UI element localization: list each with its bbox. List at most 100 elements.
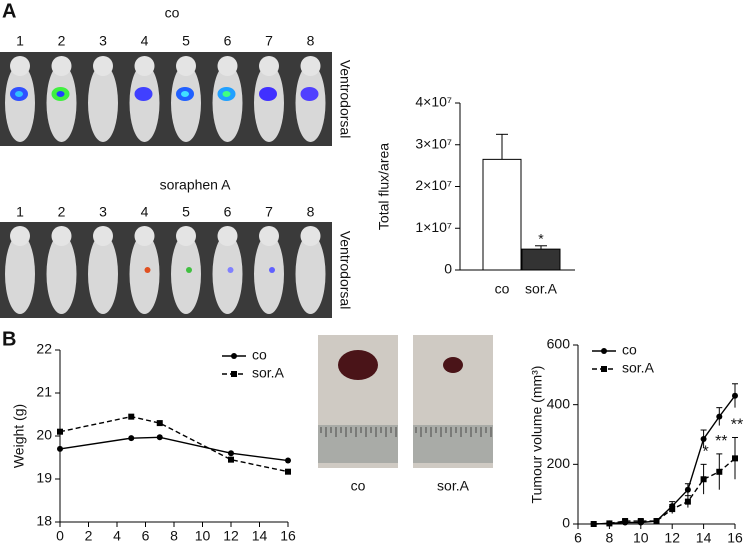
marker bbox=[606, 520, 613, 527]
y-axis-label: Tumour volume (mm³) bbox=[529, 366, 545, 504]
marker bbox=[590, 521, 597, 527]
mouse-head bbox=[217, 226, 238, 246]
significance: * bbox=[702, 444, 708, 461]
mouse-head bbox=[259, 56, 279, 76]
x-tick-label: 8 bbox=[606, 530, 614, 546]
mouse-head bbox=[176, 56, 196, 76]
signal bbox=[56, 91, 65, 97]
mouse-number: 1 bbox=[16, 33, 24, 49]
signal bbox=[227, 267, 234, 273]
x-tick-label: 12 bbox=[664, 530, 680, 546]
mouse bbox=[5, 64, 35, 142]
signal bbox=[134, 87, 153, 101]
signal bbox=[222, 91, 231, 97]
x-tick-label: 6 bbox=[574, 530, 582, 546]
mouse bbox=[46, 234, 77, 314]
series-line bbox=[593, 457, 736, 525]
x-tick-label: 2 bbox=[85, 528, 93, 544]
marker bbox=[732, 392, 738, 399]
x-tick-label: co bbox=[495, 281, 510, 297]
mouse bbox=[129, 234, 160, 314]
legend-marker bbox=[601, 348, 607, 354]
mouse-head bbox=[51, 56, 72, 76]
mouse bbox=[212, 64, 243, 142]
series-line bbox=[59, 436, 289, 462]
x-tick-label: 0 bbox=[56, 528, 64, 544]
signal bbox=[15, 91, 23, 97]
x-tick-label: sor.A bbox=[525, 281, 558, 297]
bar bbox=[482, 158, 522, 271]
mouse-head bbox=[176, 226, 196, 246]
legend-label: sor.A bbox=[622, 360, 655, 376]
series-line bbox=[59, 415, 289, 473]
mouse-number: 2 bbox=[58, 33, 66, 49]
marker bbox=[700, 435, 707, 442]
marker bbox=[684, 486, 691, 493]
mouse-number: 6 bbox=[224, 33, 232, 49]
legend-label: sor.A bbox=[252, 365, 285, 381]
y-tick-label: 400 bbox=[547, 395, 571, 411]
significance: ** bbox=[715, 433, 727, 450]
mouse-number: 2 bbox=[58, 204, 66, 220]
row-title: co bbox=[165, 5, 180, 21]
mouse-number: 4 bbox=[141, 33, 149, 49]
view-label: Ventrodorsal bbox=[337, 231, 353, 310]
signal bbox=[186, 267, 192, 273]
mouse-number: 5 bbox=[182, 33, 190, 49]
signal bbox=[144, 267, 151, 273]
mouse-number: 5 bbox=[182, 204, 190, 220]
marker bbox=[156, 434, 163, 441]
significance: * bbox=[538, 230, 544, 246]
legend-marker bbox=[231, 371, 237, 377]
marker bbox=[57, 445, 63, 452]
mouse bbox=[5, 234, 35, 314]
y-tick-label: 22 bbox=[36, 341, 52, 357]
x-tick-label: 8 bbox=[170, 528, 178, 544]
marker bbox=[128, 413, 135, 420]
mouse-head bbox=[300, 226, 321, 246]
y-tick-label: 2×10⁷ bbox=[415, 177, 452, 193]
x-tick-label: 4 bbox=[113, 528, 121, 544]
marker bbox=[716, 468, 723, 475]
mouse-head bbox=[217, 56, 238, 76]
x-tick-label: 6 bbox=[142, 528, 150, 544]
photo-label: sor.A bbox=[437, 478, 470, 494]
mouse-number: 8 bbox=[307, 204, 315, 220]
y-tick-label: 0 bbox=[444, 261, 452, 277]
marker bbox=[57, 428, 63, 435]
marker bbox=[285, 457, 291, 464]
marker bbox=[684, 498, 691, 505]
marker bbox=[700, 476, 707, 483]
y-tick-label: 600 bbox=[547, 336, 571, 352]
significance: ** bbox=[731, 417, 743, 434]
marker bbox=[732, 455, 738, 462]
y-tick-label: 20 bbox=[36, 427, 52, 443]
y-tick-label: 18 bbox=[36, 513, 52, 529]
mouse-number: 8 bbox=[307, 33, 315, 49]
mouse-head bbox=[259, 226, 279, 246]
mouse bbox=[295, 234, 326, 314]
y-tick-label: 21 bbox=[36, 384, 52, 400]
y-tick-label: 0 bbox=[562, 515, 570, 531]
marker bbox=[653, 518, 660, 525]
mouse-head bbox=[10, 226, 30, 246]
marker bbox=[637, 518, 644, 525]
mouse bbox=[254, 234, 284, 314]
mouse bbox=[88, 234, 118, 314]
marker bbox=[669, 506, 676, 513]
row-title: soraphen A bbox=[160, 177, 231, 193]
signal bbox=[259, 87, 277, 101]
mouse-number: 7 bbox=[265, 204, 273, 220]
y-axis-label: Total flux/area bbox=[376, 143, 392, 230]
mouse-head bbox=[93, 56, 113, 76]
legend-label: co bbox=[622, 342, 637, 358]
x-tick-label: 16 bbox=[280, 528, 296, 544]
legend-marker bbox=[601, 366, 607, 372]
mouse bbox=[254, 64, 284, 142]
signal bbox=[300, 87, 319, 101]
mouse-head bbox=[51, 226, 72, 246]
marker bbox=[128, 435, 135, 442]
mouse bbox=[171, 64, 201, 142]
mouse-head bbox=[300, 56, 321, 76]
legend-marker bbox=[231, 353, 237, 359]
